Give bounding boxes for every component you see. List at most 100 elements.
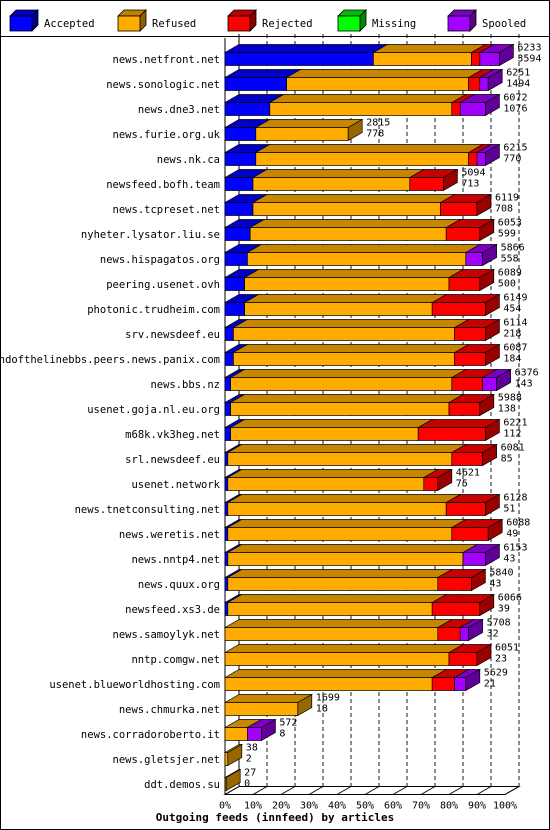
bar-segment-rejected <box>451 377 483 391</box>
value-offered: 1699 <box>316 693 340 704</box>
bar-top-refused <box>226 519 468 528</box>
value-offered: 38 <box>246 743 258 754</box>
bar-row <box>223 118 364 142</box>
bar-segment-rejected <box>451 452 483 466</box>
bar-top-accepted <box>223 44 389 53</box>
bar-segment-accepted <box>224 177 254 191</box>
category-label: photonic.trudheim.com <box>87 304 220 316</box>
bar-segment-rejected <box>454 352 486 366</box>
bar-top-refused <box>254 144 484 153</box>
floor-tick <box>280 786 296 795</box>
bar-row <box>223 743 244 767</box>
bar-side <box>485 143 500 167</box>
bar-row <box>223 568 487 592</box>
bar-top-refused <box>226 544 479 553</box>
bar-segment-accepted <box>224 377 231 391</box>
value-offered: 6221 <box>503 418 527 429</box>
bar-segment-rejected <box>454 327 486 341</box>
bar-segment-accepted <box>224 202 254 216</box>
category-label: news.corradoroberto.it <box>81 729 220 741</box>
value-accepted: 0 <box>244 779 250 790</box>
x-tick-label: 20% <box>272 801 290 812</box>
bar-segment-spooled <box>479 52 500 66</box>
category-label: news.tnetconsulting.net <box>75 504 220 516</box>
floor-tick <box>364 786 380 795</box>
category-labels: news.netfront.net news.sonologic.net news.… <box>0 54 221 791</box>
category-label: srl.newsdeef.eu <box>125 454 220 466</box>
category-label: peering.usenet.ovh <box>106 279 220 291</box>
bar-segment-refused <box>233 327 455 341</box>
value-offered: 6215 <box>503 143 527 154</box>
x-tick-label: 90% <box>468 801 486 812</box>
bar-side <box>485 318 500 342</box>
bar-side <box>297 693 313 717</box>
legend-item-refused: Refused <box>117 9 196 32</box>
bars <box>223 43 515 792</box>
value-accepted: 218 <box>503 329 521 340</box>
value-offered: 5866 <box>501 243 525 254</box>
floor-tick <box>336 786 352 795</box>
floor-tick <box>476 786 492 795</box>
bar-side <box>476 643 492 667</box>
legend-label: Accepted <box>44 18 95 30</box>
value-offered: 6089 <box>498 268 522 279</box>
bar-side <box>499 43 514 67</box>
bar-row <box>223 668 482 692</box>
bar-top-refused <box>372 44 487 53</box>
bar-segment-rejected <box>468 77 481 91</box>
value-offered: 6119 <box>495 193 519 204</box>
value-accepted: 43 <box>489 579 501 590</box>
bar-segment-refused <box>227 502 447 516</box>
value-accepted: 51 <box>503 504 515 515</box>
bar-top-refused <box>226 569 454 578</box>
bar-segment-accepted <box>224 52 374 66</box>
legend-label: Missing <box>372 18 416 30</box>
bar-segment-spooled <box>462 552 486 566</box>
floor-tick <box>420 786 436 795</box>
bar-segment-refused <box>252 202 441 216</box>
legend-item-spooled: Spooled <box>447 9 526 32</box>
bar-side <box>482 443 497 467</box>
legend-swatch <box>337 15 361 32</box>
bar-top-refused <box>223 644 465 653</box>
bar-row <box>223 343 501 367</box>
bar-segment-refused <box>286 77 469 91</box>
bar-side <box>485 93 500 117</box>
value-accepted: 708 <box>495 204 513 215</box>
bar-row <box>223 718 277 742</box>
bar-side <box>485 493 500 517</box>
bar-segment-accepted <box>224 552 229 566</box>
bar-segment-accepted <box>224 352 234 366</box>
bar-row <box>223 493 501 517</box>
bar-segment-refused <box>224 652 450 666</box>
value-accepted: 75 <box>456 479 468 490</box>
legend-item-accepted: Accepted <box>9 9 95 32</box>
bar-row <box>223 268 496 292</box>
x-tick-label: 30% <box>300 801 318 812</box>
floor-tick <box>448 786 464 795</box>
bar-segment-refused <box>249 227 447 241</box>
bar-side <box>468 618 483 642</box>
value-accepted: 599 <box>498 229 516 240</box>
value-accepted: 770 <box>503 154 521 165</box>
bar-row <box>223 218 496 242</box>
bar-row <box>223 193 493 217</box>
bar-segment-accepted <box>224 402 231 416</box>
bar-row <box>223 693 314 717</box>
bar-segment-accepted <box>224 127 257 141</box>
value-accepted: 85 <box>501 454 513 465</box>
value-offered: 6053 <box>498 218 522 229</box>
bar-segment-refused <box>252 177 411 191</box>
bar-side <box>479 393 495 417</box>
bar-top-refused <box>226 444 468 453</box>
floor-tick <box>252 786 268 795</box>
category-label: newsfeed.xs3.de <box>125 604 220 616</box>
value-accepted: 43 <box>503 554 515 565</box>
value-accepted: 143 <box>515 379 533 390</box>
value-accepted: 112 <box>503 429 521 440</box>
value-offered: 572 <box>279 718 297 729</box>
bar-side <box>485 293 500 317</box>
bar-top-refused <box>229 369 468 378</box>
bar-top-refused <box>254 119 364 128</box>
